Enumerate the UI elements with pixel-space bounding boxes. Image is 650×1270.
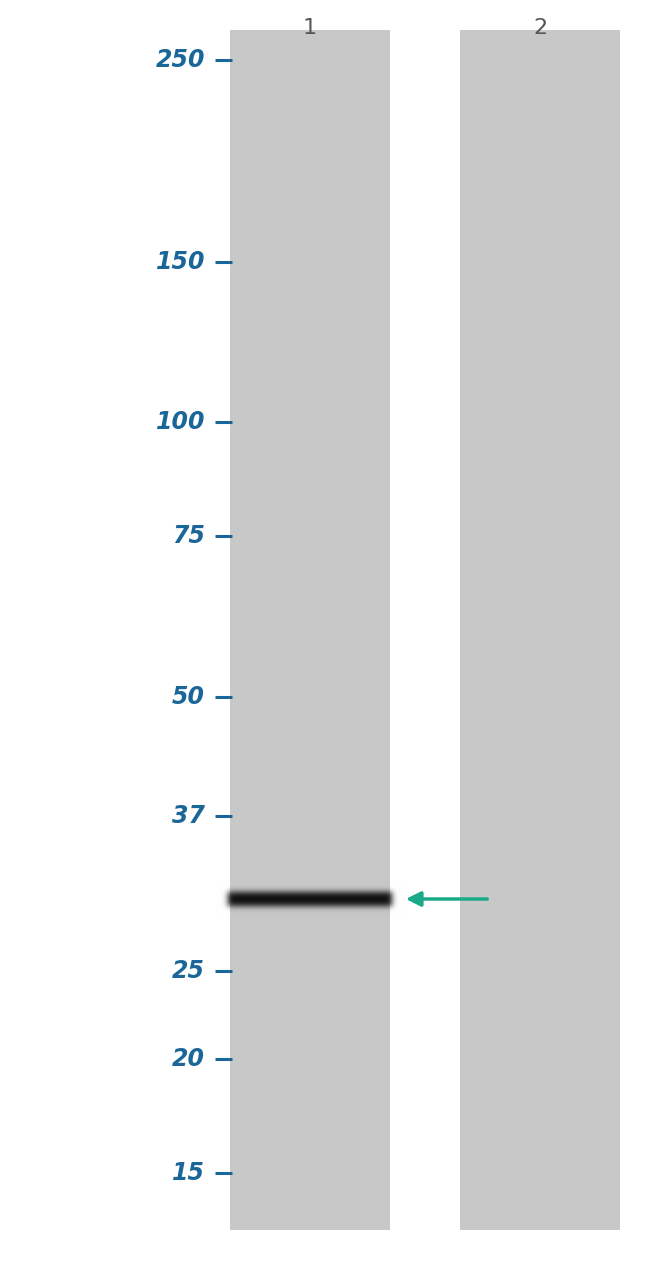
Text: 1: 1 <box>303 18 317 38</box>
Text: 37: 37 <box>172 804 205 828</box>
Text: 250: 250 <box>155 48 205 72</box>
Text: 15: 15 <box>172 1161 205 1185</box>
Text: 50: 50 <box>172 685 205 709</box>
Text: 100: 100 <box>155 410 205 434</box>
Text: 2: 2 <box>533 18 547 38</box>
Text: 150: 150 <box>155 250 205 274</box>
Text: 25: 25 <box>172 959 205 983</box>
Text: 75: 75 <box>172 525 205 547</box>
Text: 20: 20 <box>172 1046 205 1071</box>
